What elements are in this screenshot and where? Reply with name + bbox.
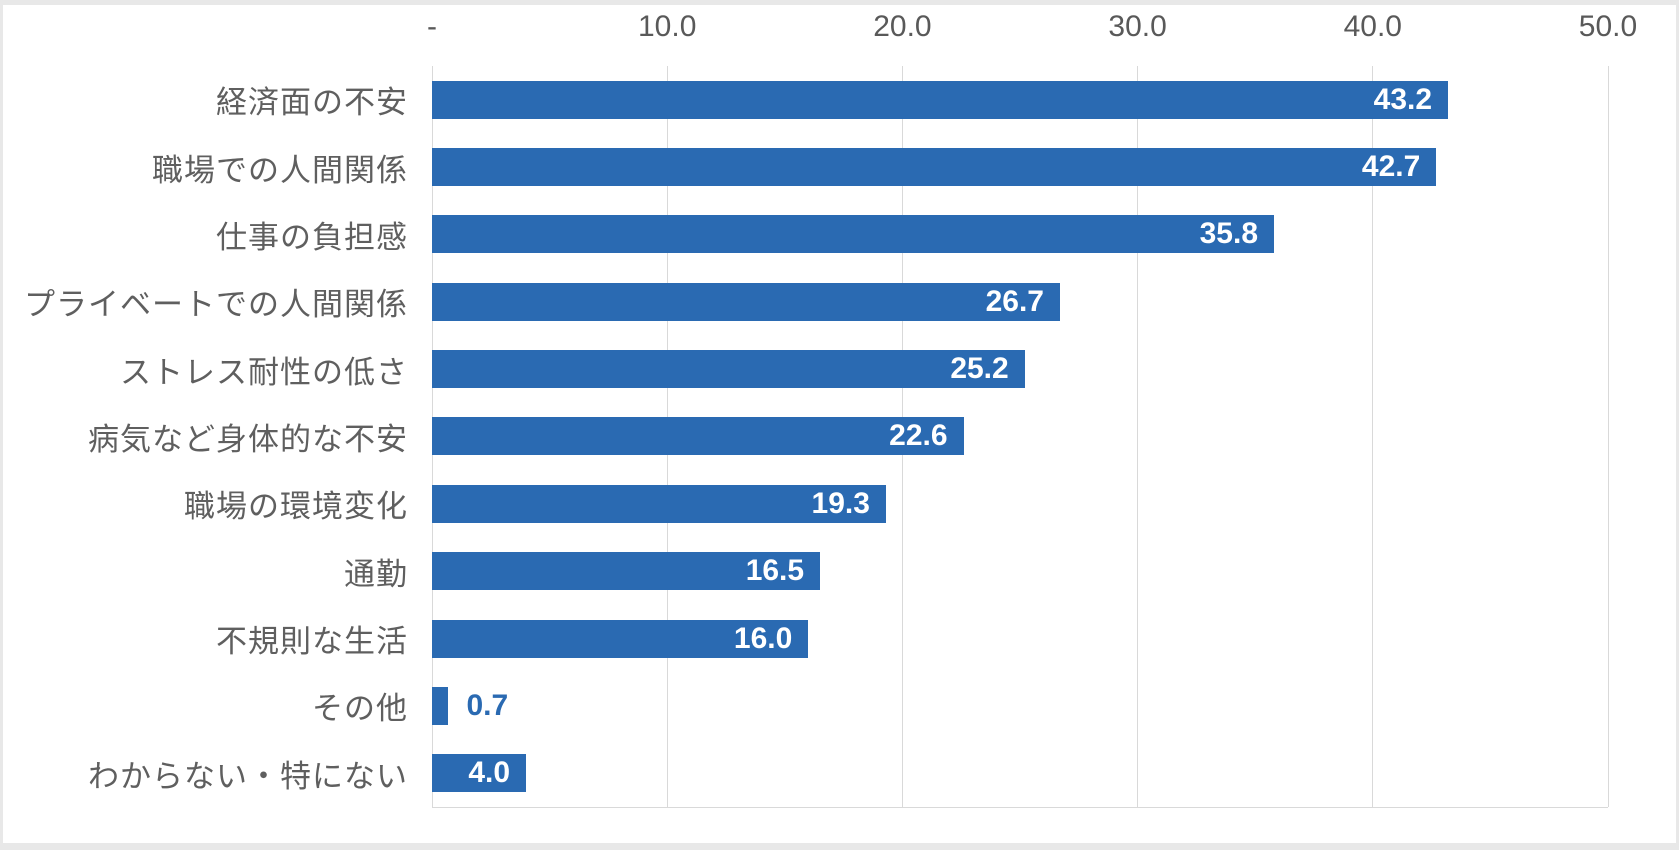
gridline — [1137, 66, 1139, 807]
bar-value-label: 35.8 — [1199, 217, 1259, 251]
bar-value-label: 42.7 — [1361, 150, 1421, 184]
bar: 16.5 — [432, 552, 821, 591]
bar-row: 19.3 — [432, 470, 1608, 537]
bar-row: 0.7 — [432, 672, 1608, 739]
page-edge-right — [1676, 0, 1679, 850]
page-edge-top — [0, 0, 1679, 5]
bar-value-label: 0.7 — [466, 688, 509, 722]
category-label: 通勤 — [344, 556, 408, 592]
category-label: 職場の環境変化 — [184, 489, 408, 525]
bar: 16.0 — [432, 619, 809, 658]
bar-value-label: 16.5 — [745, 554, 805, 588]
bar-row: 25.2 — [432, 335, 1608, 402]
bar: 22.6 — [432, 417, 964, 456]
bar-row: 16.5 — [432, 538, 1608, 605]
plot-area: 43.2 42.7 35.8 26.7 25.2 22.6 19.3 16.5 16.0 0.7 4… — [431, 66, 1609, 808]
category-label: ストレス耐性の低さ — [120, 354, 408, 390]
bar-value-label: 22.6 — [889, 419, 948, 453]
category-label: 経済面の不安 — [216, 85, 408, 121]
category-label: プライベートでの人間関係 — [24, 287, 408, 323]
bar-row: 4.0 — [432, 740, 1608, 807]
bar: 4.0 — [432, 754, 527, 793]
page-edge-bottom — [0, 843, 1679, 850]
x-axis: - 10.0 20.0 30.0 40.0 50.0 — [427, 6, 1637, 58]
bar-value-label: 25.2 — [950, 352, 1009, 386]
x-tick-label: - — [427, 10, 437, 43]
bar-value-label: 4.0 — [468, 756, 511, 790]
category-label: 仕事の負担感 — [216, 219, 408, 255]
category-label: わからない・特にない — [88, 758, 408, 794]
bar: 35.8 — [432, 215, 1275, 254]
gridline — [1372, 66, 1374, 807]
bar-row: 26.7 — [432, 268, 1608, 335]
bar-value-label: 16.0 — [733, 621, 793, 655]
bar: 19.3 — [432, 484, 886, 523]
bar-row: 43.2 — [432, 66, 1608, 133]
x-tick-label: 50.0 — [1578, 10, 1638, 43]
x-tick-label: 20.0 — [873, 10, 932, 43]
category-label: 職場での人間関係 — [152, 152, 408, 188]
category-axis: 経済面の不安職場での人間関係仕事の負担感プライベートでの人間関係ストレス耐性の低… — [0, 66, 408, 807]
bar-row: 16.0 — [432, 605, 1608, 672]
bar-row: 22.6 — [432, 403, 1608, 470]
bar-row: 42.7 — [432, 133, 1608, 200]
bar: 42.7 — [432, 148, 1437, 187]
gridline — [1607, 66, 1609, 807]
x-tick-label: 10.0 — [637, 10, 697, 43]
category-label: 病気など身体的な不安 — [88, 421, 408, 457]
bar: 25.2 — [432, 350, 1025, 389]
bar-value-label: 43.2 — [1373, 82, 1433, 116]
bar-row: 35.8 — [432, 201, 1608, 268]
category-label: その他 — [312, 691, 408, 727]
bar: 26.7 — [432, 282, 1060, 321]
category-label: 不規則な生活 — [216, 624, 408, 660]
bar: 43.2 — [432, 80, 1449, 119]
bar: 0.7 — [432, 686, 508, 725]
bar-value-label: 26.7 — [985, 284, 1044, 318]
x-tick-label: 40.0 — [1343, 10, 1402, 43]
bar-value-label: 19.3 — [811, 486, 870, 520]
page-edge-left — [0, 0, 3, 850]
x-tick-label: 30.0 — [1108, 10, 1167, 43]
